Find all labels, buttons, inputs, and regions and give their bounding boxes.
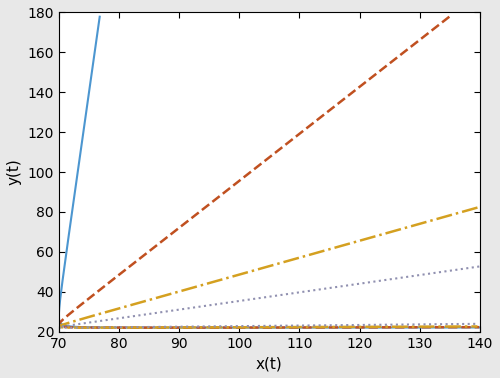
Y-axis label: y(t): y(t) [7, 159, 22, 186]
X-axis label: x(t): x(t) [256, 356, 282, 371]
